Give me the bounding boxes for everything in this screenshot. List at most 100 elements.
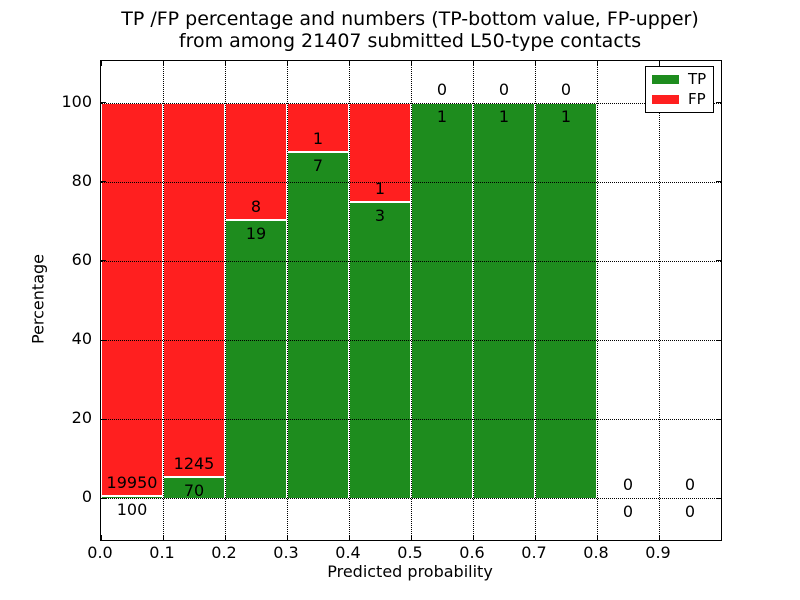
x-tick xyxy=(224,61,226,66)
x-gridline xyxy=(659,61,660,540)
x-tick xyxy=(658,535,660,540)
tp-count-label: 1 xyxy=(498,106,510,126)
x-gridline xyxy=(597,61,598,540)
x-gridline xyxy=(535,61,536,540)
y-tick xyxy=(101,181,106,183)
y-gridline xyxy=(101,419,721,421)
y-tick-label: 40 xyxy=(71,329,92,349)
tp-count-label: 1 xyxy=(436,106,448,126)
tp-bar-segment xyxy=(535,102,597,499)
y-gridline xyxy=(101,260,721,262)
fp-count-label: 0 xyxy=(560,79,572,99)
tp-swatch-icon xyxy=(652,75,679,84)
x-tick-label: 0.6 xyxy=(459,543,485,562)
fp-count-label: 0 xyxy=(622,475,634,495)
tp-bar-segment xyxy=(411,102,473,499)
x-tick-label: 0.8 xyxy=(583,543,609,562)
x-tick xyxy=(596,61,598,66)
fp-bar-segment xyxy=(101,102,163,497)
y-tick xyxy=(101,418,106,420)
chart-title-line1: TP /FP percentage and numbers (TP-bottom… xyxy=(121,8,699,30)
fp-bar-segment xyxy=(349,102,411,202)
x-gridline xyxy=(287,61,288,540)
x-tick xyxy=(472,61,474,66)
fp-bar-segment xyxy=(163,102,225,478)
y-gridline xyxy=(101,340,721,342)
fp-count-label: 19950 xyxy=(106,473,158,493)
x-tick-label: 0.7 xyxy=(521,543,547,562)
legend: TP FP xyxy=(645,66,714,113)
y-tick xyxy=(101,497,106,499)
fp-count-label: 8 xyxy=(250,196,262,216)
y-tick xyxy=(101,339,106,341)
x-tick-label: 0.3 xyxy=(273,543,299,562)
x-tick xyxy=(100,61,102,66)
x-tick xyxy=(596,535,598,540)
tp-count-label: 1 xyxy=(560,106,572,126)
tp-count-label: 7 xyxy=(312,156,324,176)
x-tick xyxy=(224,535,226,540)
tp-count-label: 100 xyxy=(116,500,148,520)
tp-count-label: 70 xyxy=(183,481,205,501)
legend-item-fp: FP xyxy=(652,92,713,107)
tp-count-label: 19 xyxy=(245,223,267,243)
x-tick-label: 0.5 xyxy=(397,543,423,562)
legend-label-tp: TP xyxy=(688,70,707,88)
fp-count-label: 1245 xyxy=(173,454,215,474)
x-tick-label: 0.2 xyxy=(211,543,237,562)
y-tick xyxy=(716,181,721,183)
x-tick-label: 0.9 xyxy=(645,543,671,562)
tp-count-label: 3 xyxy=(374,205,386,225)
x-gridline xyxy=(473,61,474,540)
y-tick-label: 100 xyxy=(61,91,92,111)
x-tick xyxy=(162,535,164,540)
x-axis-label: Predicted probability xyxy=(327,562,493,581)
fp-swatch-icon xyxy=(652,95,679,104)
chart-title-line2: from among 21407 submitted L50-type cont… xyxy=(178,30,642,52)
y-tick-label: 20 xyxy=(71,408,92,428)
x-gridline xyxy=(349,61,350,540)
y-tick-label: 80 xyxy=(71,170,92,190)
x-tick xyxy=(658,61,660,66)
y-tick xyxy=(716,339,721,341)
fp-count-label: 0 xyxy=(436,79,448,99)
x-tick xyxy=(534,535,536,540)
x-tick xyxy=(286,61,288,66)
y-tick xyxy=(716,497,721,499)
x-tick-label: 0.0 xyxy=(87,543,113,562)
tp-count-label: 0 xyxy=(622,502,634,522)
fp-count-label: 0 xyxy=(498,79,510,99)
x-tick-label: 0.4 xyxy=(335,543,361,562)
y-tick xyxy=(716,418,721,420)
fp-count-label: 1 xyxy=(312,129,324,149)
y-gridline xyxy=(101,102,721,104)
fp-count-label: 0 xyxy=(684,475,696,495)
y-tick-label: 60 xyxy=(71,249,92,269)
y-gridline xyxy=(101,498,721,500)
x-tick xyxy=(286,535,288,540)
x-tick xyxy=(348,61,350,66)
x-tick xyxy=(410,61,412,66)
x-gridline xyxy=(225,61,226,540)
tp-bar-segment xyxy=(225,219,287,499)
y-tick xyxy=(716,102,721,104)
plot-area: 19950 100 1245 70 8 19 1 7 1 3 0 1 0 1 0 1 0 0 0 0 xyxy=(100,60,722,541)
y-tick-label: 0 xyxy=(81,487,92,507)
y-gridline xyxy=(101,181,721,183)
tp-count-label: 0 xyxy=(684,502,696,522)
x-tick xyxy=(100,535,102,540)
x-tick xyxy=(410,535,412,540)
x-tick xyxy=(534,61,536,66)
tp-bar-segment xyxy=(473,102,535,499)
y-tick xyxy=(716,260,721,262)
x-gridline xyxy=(411,61,412,540)
tp-bar-segment xyxy=(287,152,349,499)
x-tick-label: 0.1 xyxy=(149,543,175,562)
fp-count-label: 1 xyxy=(374,178,386,198)
legend-item-tp: TP xyxy=(652,72,713,87)
x-tick xyxy=(162,61,164,66)
y-tick xyxy=(101,102,106,104)
x-gridline xyxy=(163,61,164,540)
tp-bar-segment xyxy=(101,496,163,499)
